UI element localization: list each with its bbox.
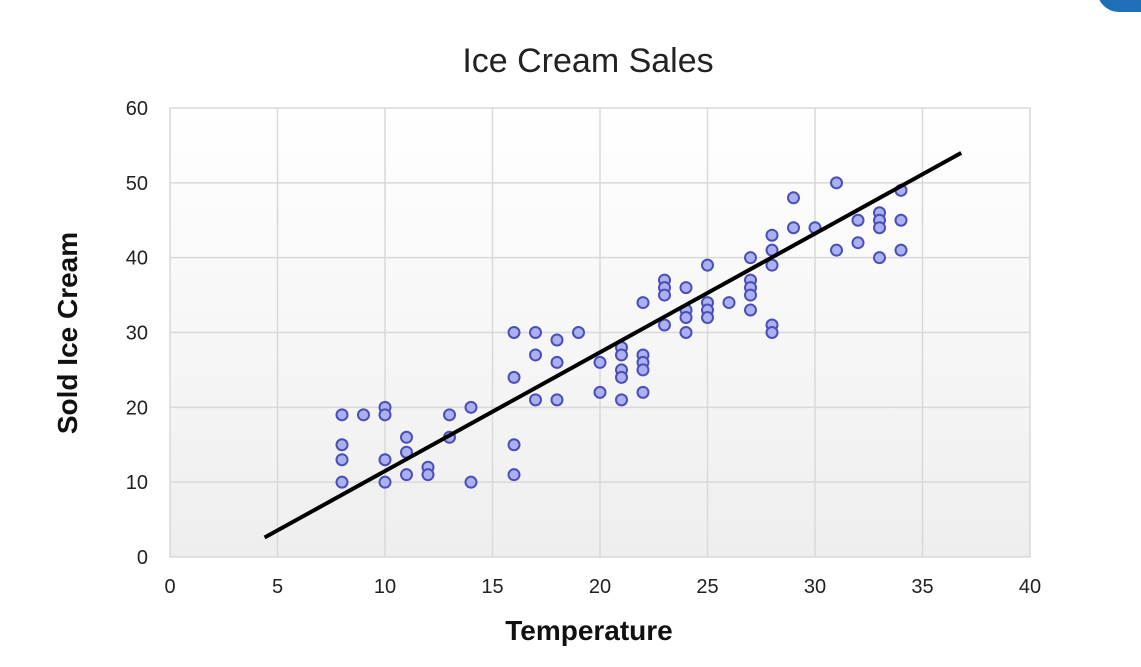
data-point	[529, 393, 542, 407]
data-point	[873, 251, 886, 265]
data-point	[679, 311, 693, 325]
data-point	[464, 475, 478, 489]
x-tick-label: 30	[804, 576, 826, 598]
x-tick-label: 40	[1019, 576, 1041, 598]
data-point	[529, 326, 542, 339]
x-tick-label: 15	[481, 576, 503, 598]
data-point	[830, 243, 843, 257]
x-tick-label: 25	[696, 576, 718, 598]
data-point	[378, 408, 392, 422]
data-point	[787, 221, 800, 235]
data-point	[765, 228, 779, 242]
data-point	[636, 385, 650, 399]
data-point	[507, 326, 521, 339]
x-tick-label: 10	[374, 576, 396, 598]
data-point	[615, 348, 628, 362]
data-point	[615, 393, 628, 407]
data-point	[335, 475, 349, 489]
trendline	[263, 151, 963, 540]
data-point	[658, 288, 671, 302]
data-point	[830, 176, 843, 190]
data-point	[550, 333, 564, 347]
data-point	[507, 370, 521, 384]
data-point	[593, 385, 607, 399]
data-point	[378, 475, 392, 489]
data-point	[873, 221, 886, 235]
data-point	[529, 348, 542, 362]
y-tick-label: 60	[126, 98, 148, 120]
x-tick-label: 35	[911, 576, 933, 598]
data-point	[679, 326, 693, 339]
data-point	[894, 243, 908, 257]
y-axis-label: Sold Ice Cream	[52, 232, 83, 434]
data-point	[744, 288, 757, 302]
data-point	[636, 296, 650, 310]
data-point	[572, 326, 585, 339]
data-point	[636, 363, 650, 377]
data-point	[335, 438, 349, 452]
data-point	[851, 213, 865, 227]
data-point	[550, 355, 564, 369]
data-point	[615, 370, 628, 384]
data-point	[507, 468, 521, 482]
y-tick-label: 50	[126, 173, 148, 195]
data-point	[464, 400, 478, 414]
y-tick-label: 0	[137, 547, 148, 569]
y-tick-label: 10	[126, 472, 148, 494]
data-point	[400, 430, 413, 444]
data-point	[722, 296, 736, 310]
x-axis-label: Temperature	[505, 615, 673, 646]
data-point	[894, 213, 908, 227]
data-point	[787, 191, 800, 205]
x-tick-label: 5	[272, 576, 283, 598]
chart-title: Ice Cream Sales	[462, 42, 713, 80]
data-point	[701, 311, 714, 325]
data-point	[679, 281, 693, 295]
y-tick-label: 20	[126, 397, 148, 419]
corner-logo-fragment	[1097, 0, 1141, 12]
data-point	[335, 408, 349, 422]
gridlines	[169, 107, 1031, 558]
data-point	[550, 393, 564, 407]
data-point	[701, 258, 714, 272]
data-point	[765, 326, 779, 339]
x-axis-ticks: 0 5 10 15 20 25 30 35 40	[164, 576, 1041, 598]
data-point	[851, 236, 865, 250]
data-point	[357, 408, 370, 422]
data-point	[421, 468, 435, 482]
y-tick-label: 40	[126, 248, 148, 270]
data-points	[335, 176, 908, 489]
data-point	[658, 318, 671, 332]
data-point	[378, 453, 392, 467]
data-point	[443, 408, 456, 422]
y-axis-ticks: 0 10 20 30 40 50 60	[126, 98, 148, 569]
data-point	[507, 438, 521, 452]
data-point	[400, 468, 413, 482]
data-point	[593, 355, 607, 369]
data-point	[744, 251, 757, 265]
data-point	[335, 453, 349, 467]
x-tick-label: 0	[164, 576, 175, 598]
data-point	[744, 303, 757, 317]
y-tick-label: 30	[126, 323, 148, 345]
x-tick-label: 20	[589, 576, 611, 598]
